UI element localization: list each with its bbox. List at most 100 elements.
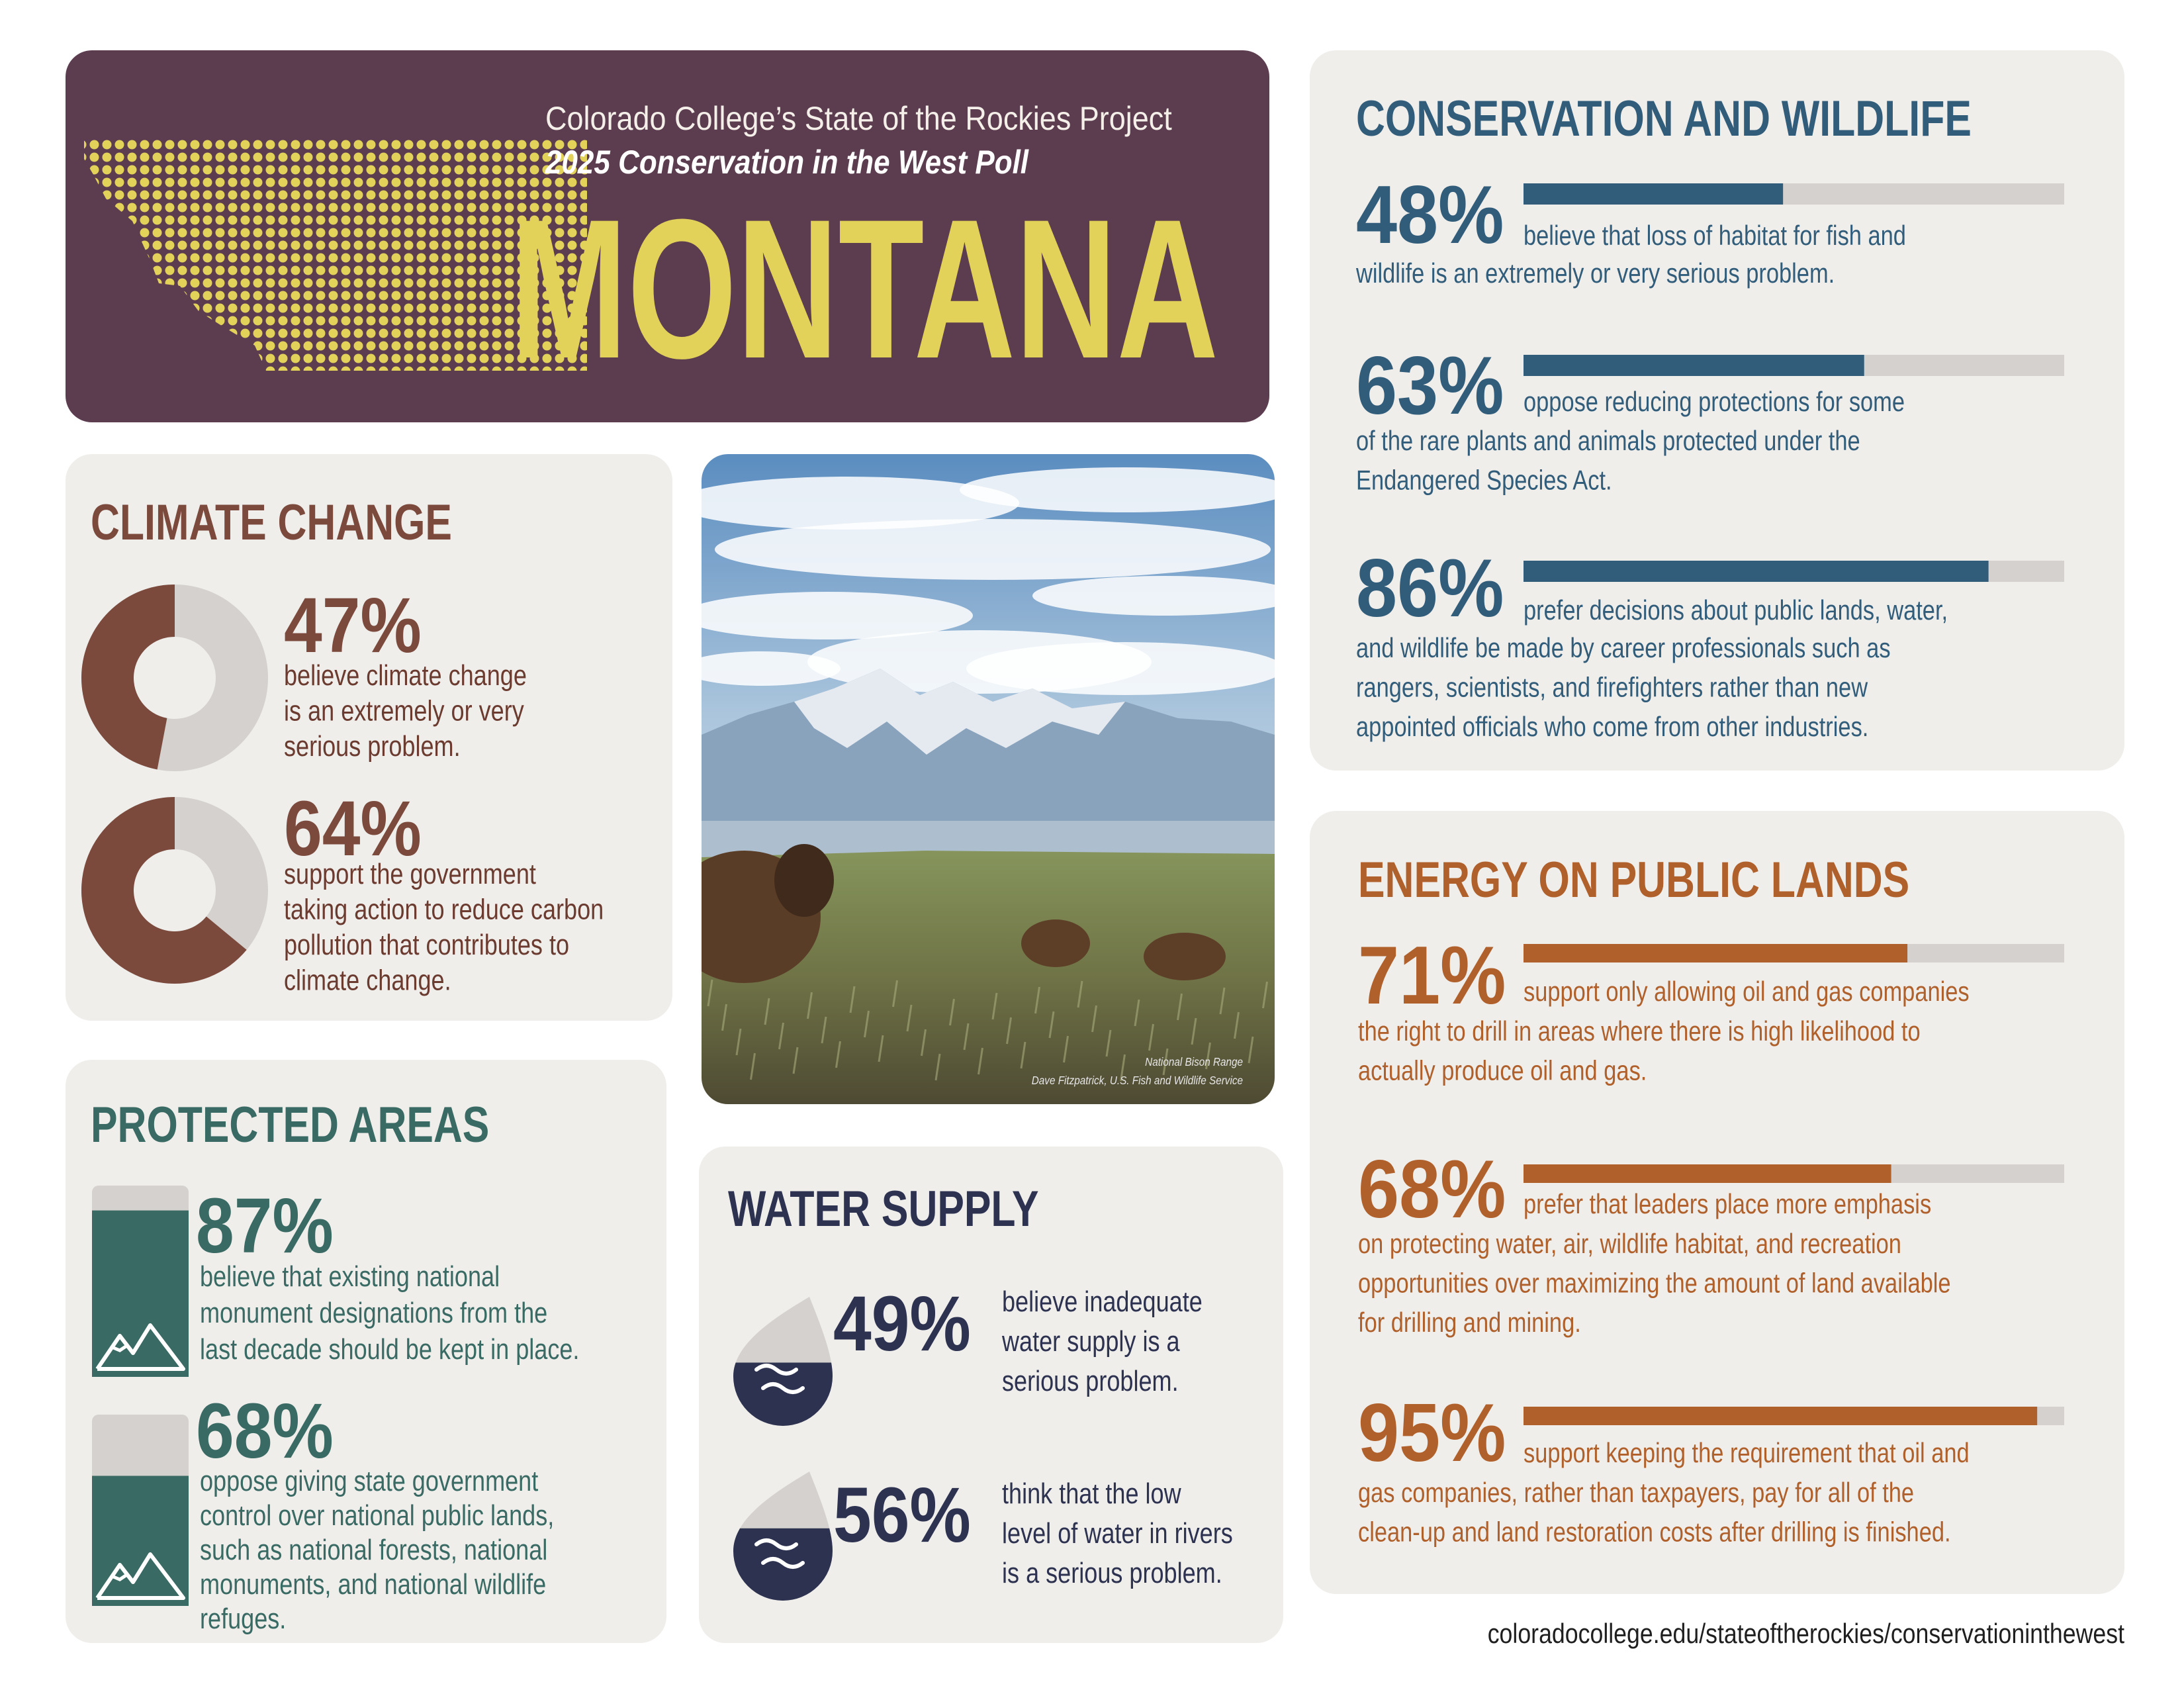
photo-grass	[750, 1053, 756, 1080]
stat-text: monuments, and national wildlife	[200, 1568, 546, 1601]
photo-snow	[794, 669, 1125, 755]
stat-text: believe that loss of habitat for fish an…	[1524, 220, 1906, 252]
stat-percent: 56%	[833, 1471, 971, 1559]
photo-grass	[1120, 1054, 1126, 1082]
section-title: CLIMATE CHANGE	[91, 494, 452, 551]
bar	[1524, 1164, 1891, 1183]
stat-percent: 64%	[284, 784, 422, 872]
photo-grass	[1105, 1029, 1112, 1057]
energy-panel	[1310, 811, 2124, 1594]
photo-grass	[921, 1029, 927, 1056]
stat-percent: 71%	[1358, 929, 1506, 1021]
mountain-icon	[95, 1552, 185, 1600]
stat-text: support only allowing oil and gas compan…	[1524, 976, 1970, 1008]
stat-text: monument designations from the	[200, 1297, 547, 1329]
stat-text: rangers, scientists, and firefighters ra…	[1356, 672, 1868, 703]
photo-bison	[1144, 933, 1226, 980]
photo-grass	[764, 998, 770, 1025]
stat-percent: 49%	[833, 1280, 971, 1368]
bar	[1524, 1407, 2038, 1425]
photo-grass	[1205, 1042, 1211, 1070]
photo-caption: National Bison Range	[1145, 1055, 1243, 1068]
photo-grass	[1048, 1011, 1055, 1039]
photo-grass	[963, 1023, 970, 1051]
donut-segment	[81, 797, 247, 984]
bar	[1524, 561, 1989, 582]
footer-url: coloradocollege.edu/stateoftherockies/co…	[1488, 1618, 2124, 1649]
stat-percent: 95%	[1358, 1387, 1506, 1479]
stat-text: pollution that contributes to	[284, 929, 569, 961]
photo-grass	[849, 986, 856, 1013]
photo-grass	[778, 1022, 784, 1050]
stat-percent: 87%	[196, 1182, 334, 1270]
photo-grass	[878, 1035, 884, 1062]
photo-grass	[721, 1004, 727, 1031]
stat-text: is a serious problem.	[1002, 1557, 1222, 1589]
photo-grass	[978, 1047, 983, 1075]
stat-text: for drilling and mining.	[1358, 1307, 1581, 1338]
stat-text: control over national public lands,	[200, 1499, 554, 1532]
photo-bison-head	[774, 844, 834, 917]
photo-grass	[1148, 1023, 1154, 1051]
mountain-icon	[95, 1323, 185, 1371]
stat-text: opportunities over maximizing the amount…	[1358, 1268, 1951, 1299]
column-fill	[92, 1210, 189, 1377]
stat-text: last decade should be kept in place.	[200, 1333, 579, 1366]
photo-grass	[934, 1053, 941, 1081]
photo-grass	[1219, 987, 1226, 1015]
stat-percent: 63%	[1356, 340, 1504, 432]
stat-text: water supply is a	[1001, 1325, 1180, 1358]
photo-grass	[735, 1028, 742, 1056]
photo-grass	[991, 992, 998, 1020]
mountain-snow	[111, 1572, 129, 1581]
photo-bison	[1021, 919, 1090, 967]
photo-grass	[807, 992, 813, 1019]
stat-text: support the government	[284, 858, 536, 890]
stat-text: believe that existing national	[200, 1260, 500, 1293]
stat-text: and wildlife be made by career professio…	[1356, 633, 1891, 664]
photo-grass	[1077, 980, 1083, 1008]
photo-grass	[1191, 1017, 1197, 1045]
photo-cloud	[715, 519, 1271, 580]
photo-grass	[906, 1004, 913, 1032]
stat-text: prefer that leaders place more emphasis	[1524, 1189, 1931, 1220]
stat-text: Endangered Species Act.	[1356, 465, 1612, 496]
stat-text: refuges.	[200, 1603, 286, 1635]
photo-grass	[1063, 1035, 1069, 1063]
stat-text: wildlife is an extremely or very serious…	[1355, 258, 1835, 289]
photo-grass	[1248, 1036, 1254, 1064]
photo-grass	[892, 980, 898, 1008]
section-title: ENERGY ON PUBLIC LANDS	[1358, 852, 1909, 908]
drop-wave	[754, 1538, 805, 1569]
protected-panel	[66, 1060, 666, 1643]
stat-percent: 48%	[1356, 169, 1504, 261]
photo-grass	[1234, 1011, 1240, 1039]
photo-grass	[1162, 1048, 1169, 1076]
drop-wave	[754, 1364, 805, 1394]
stat-percent: 47%	[284, 581, 422, 669]
conservation-panel	[1310, 50, 2124, 771]
photo-grass	[1034, 986, 1040, 1014]
header-poll: 2025 Conservation in the West Poll	[545, 143, 1029, 180]
stat-text: level of water in rivers	[1002, 1517, 1233, 1550]
stat-text: support keeping the requirement that oil…	[1524, 1438, 1970, 1469]
stat-text: think that the low	[1002, 1477, 1182, 1510]
photo-cloud	[702, 651, 841, 686]
section-title: CONSERVATION AND WILDLIFE	[1356, 91, 1972, 147]
photo-grass	[949, 998, 955, 1026]
stat-text: of the rare plants and animals protected…	[1356, 426, 1860, 457]
photo-cloud	[960, 467, 1275, 512]
header-project: Colorado College’s State of the Rockies …	[545, 101, 1172, 138]
photo-cloud	[966, 642, 1275, 695]
stat-text: appointed officials who come from other …	[1356, 712, 1868, 743]
photo-grass	[864, 1010, 870, 1038]
photo-grass	[835, 1041, 841, 1068]
photo-grass	[1177, 993, 1183, 1021]
photo-grass	[1006, 1017, 1012, 1045]
photo-grass	[707, 979, 713, 1007]
stat-percent: 86%	[1356, 542, 1504, 634]
stat-text: taking action to reduce carbon	[284, 893, 604, 925]
bar	[1524, 183, 1784, 205]
